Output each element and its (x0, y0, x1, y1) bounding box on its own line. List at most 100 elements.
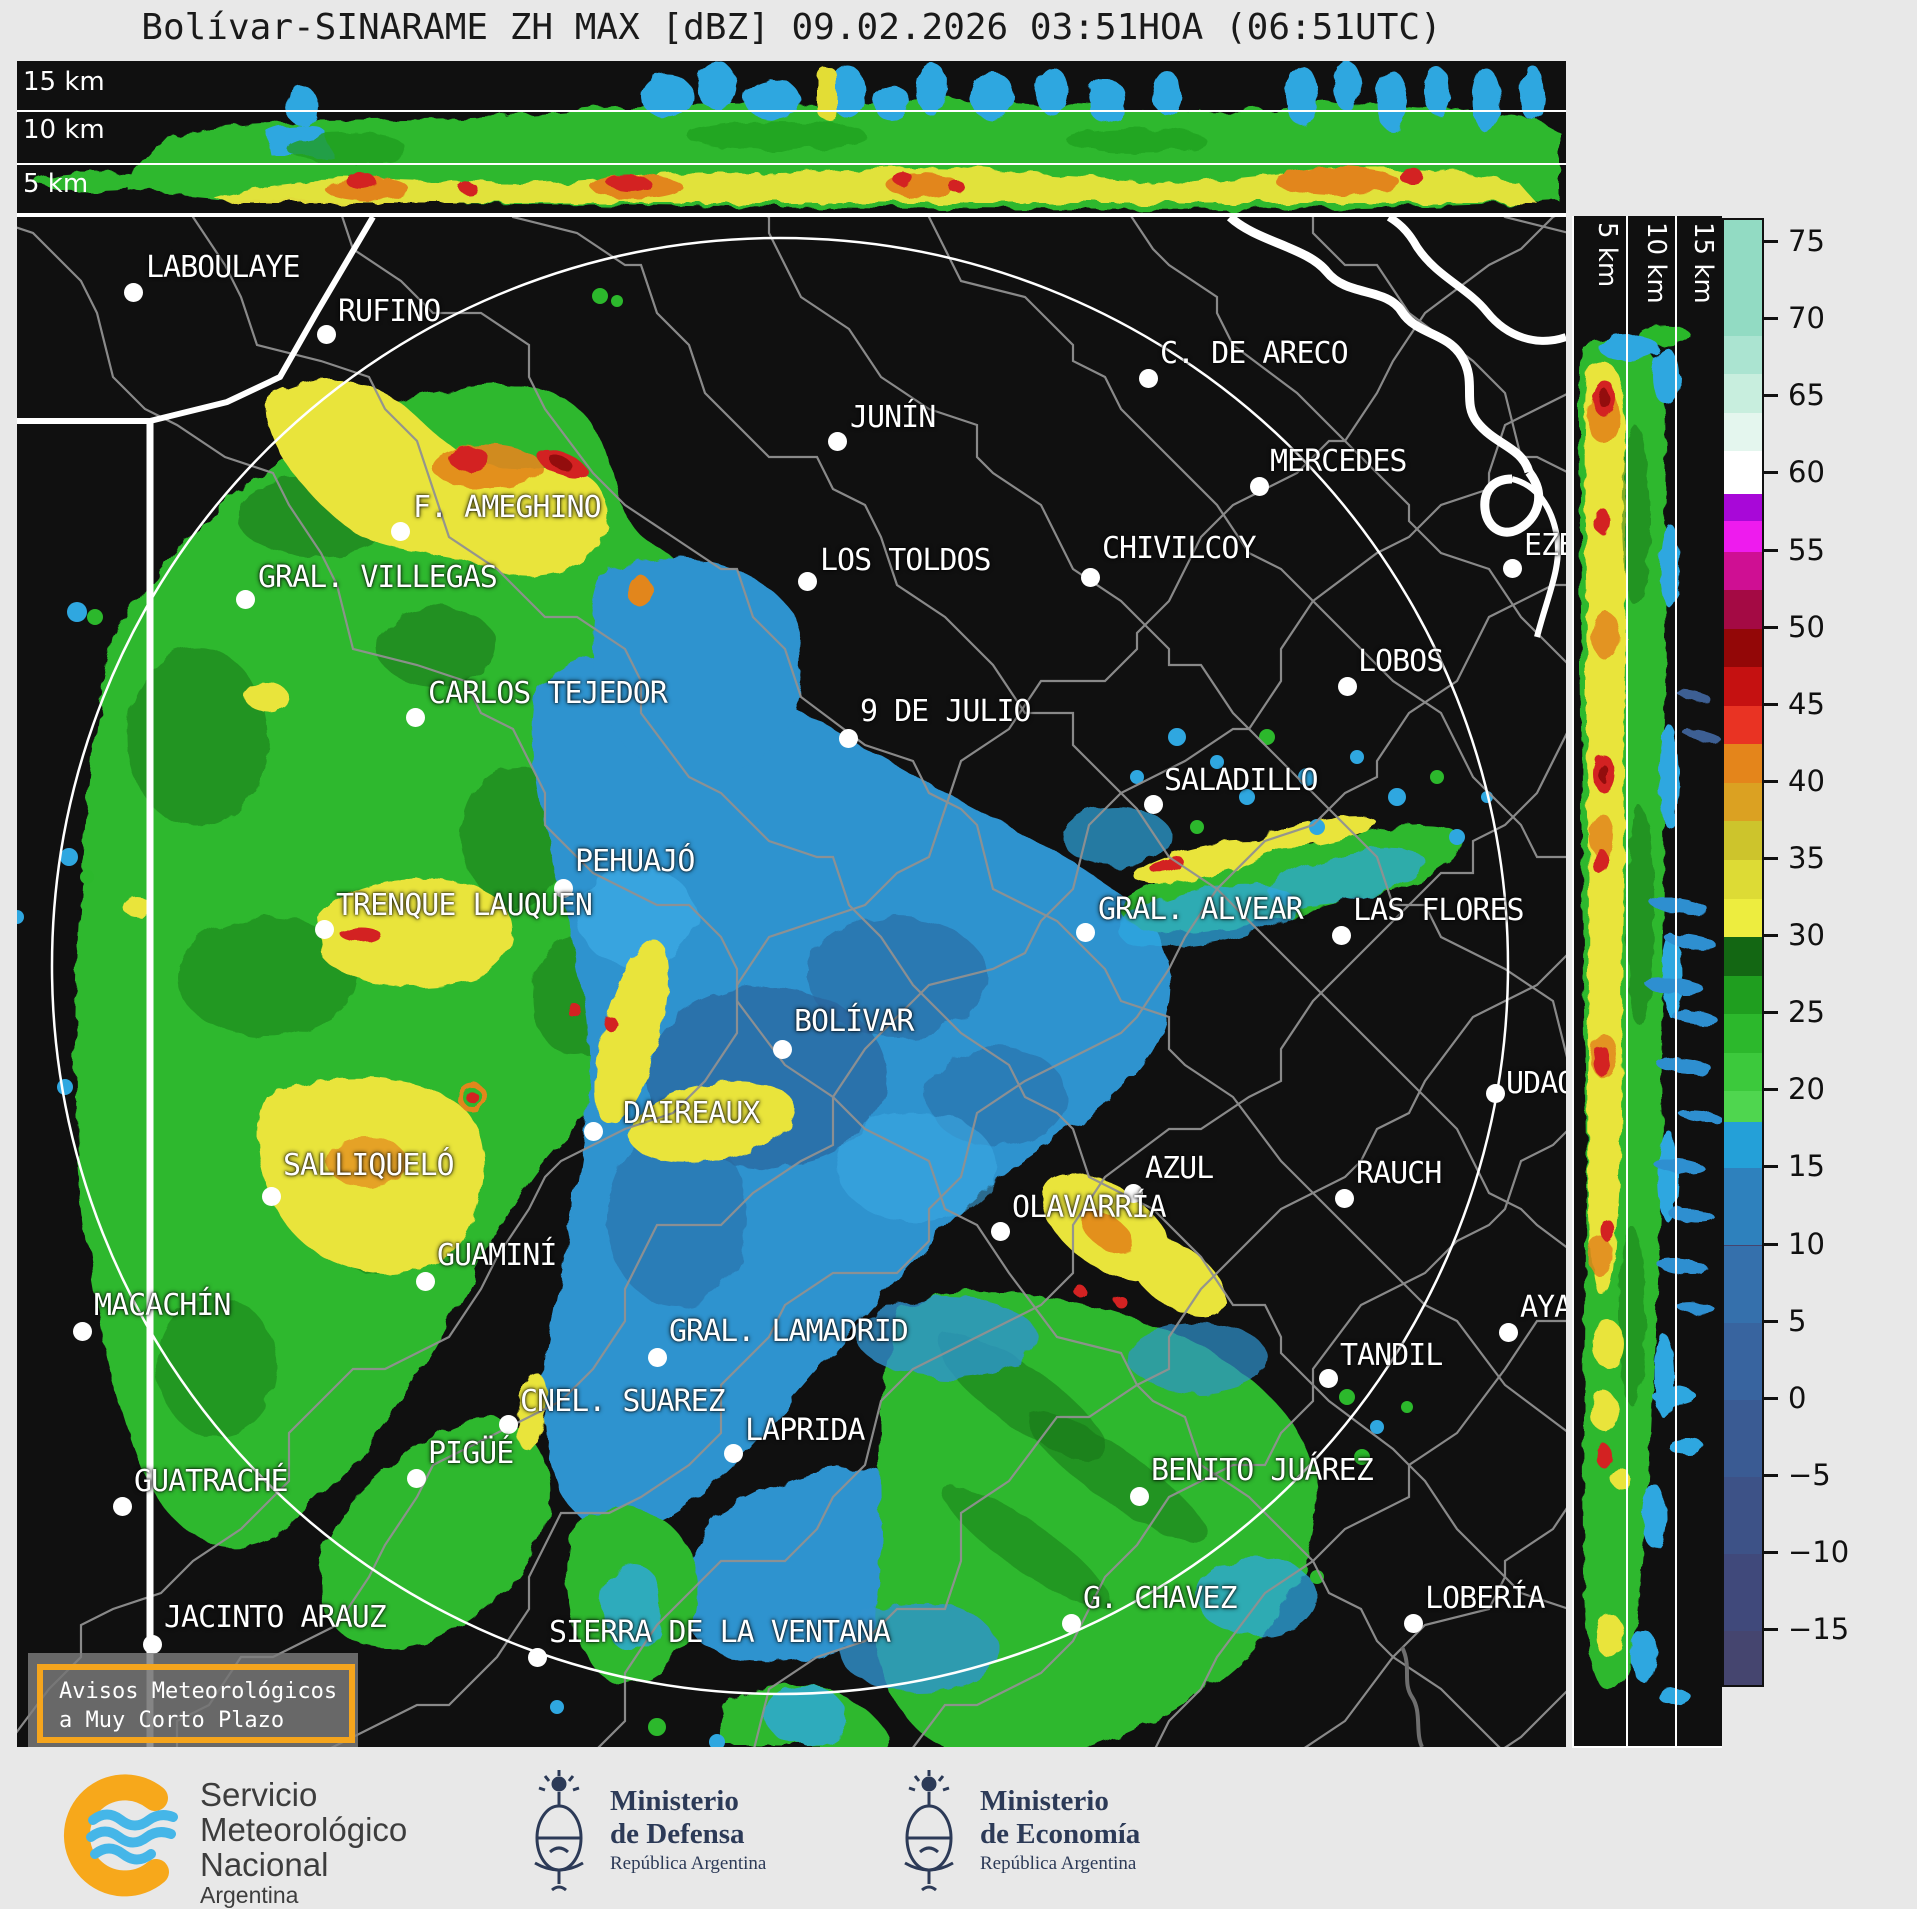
city-label: CARLOS TEJEDOR (428, 676, 668, 711)
city-label: RUFINO (338, 294, 441, 329)
city-marker (1076, 923, 1095, 942)
colorbar-segment (1724, 520, 1762, 552)
boundary-line (597, 732, 1566, 1747)
colorbar-tick (1764, 1088, 1778, 1092)
smn-name: Servicio Meteorológico Nacional Argentin… (200, 1777, 407, 1908)
city-marker (1250, 477, 1269, 496)
city-label: BOLÍVAR (794, 1004, 914, 1039)
colorbar-segment (1724, 859, 1762, 899)
colorbar-segment (1724, 412, 1762, 452)
city-layer: LABOULAYE RUFINO C. DE ARECO JUNÍN MERCEDES C… (17, 217, 1566, 1747)
economia-line3: República Argentina (980, 1853, 1137, 1874)
colorbar-tick (1764, 1319, 1778, 1323)
city-marker (1486, 1084, 1505, 1103)
colorbar-tick-label: 30 (1788, 918, 1825, 953)
city-label: JACINTO ARAUZ (164, 1600, 387, 1635)
defensa-name: Ministerio de Defensa República Argentin… (610, 1785, 766, 1877)
city-marker (991, 1222, 1010, 1241)
city-label: SIERRA DE LA VENTANA (549, 1615, 891, 1650)
colorbar-tick-label: 75 (1788, 224, 1825, 259)
city-marker (1319, 1369, 1338, 1388)
city-marker (554, 879, 573, 898)
river-south (1400, 1646, 1424, 1747)
city-label: SALADILLO (1164, 763, 1319, 798)
colorbar-tick (1764, 1628, 1778, 1632)
range-ring-240km (50, 236, 1510, 1696)
boundary-line (766, 217, 1566, 1058)
city-marker (584, 1122, 603, 1141)
height-line-5km-v (1626, 216, 1628, 1746)
warning-overlay-frame[interactable]: Avisos Meteorológicos a Muy Corto Plazo (37, 1664, 355, 1743)
colorbar-tick (1764, 702, 1778, 706)
colorbar-segment (1724, 1245, 1762, 1323)
city-marker (828, 432, 847, 451)
economia-line2: de Economía (980, 1818, 1141, 1850)
city-marker (113, 1497, 132, 1516)
colorbar-tick-label: 0 (1788, 1380, 1807, 1415)
city-label: CNEL. SUAREZ (520, 1384, 726, 1419)
city-label: AYA (1520, 1290, 1566, 1325)
colorbar-segment (1724, 1168, 1762, 1246)
colorbar-tick (1764, 856, 1778, 860)
city-marker (143, 1635, 162, 1654)
colorbar-segment (1724, 335, 1762, 375)
city-marker (1062, 1614, 1081, 1633)
colorbar-tick-label: 65 (1788, 378, 1825, 413)
colorbar-tick (1764, 1550, 1778, 1554)
page-title: Bolívar-SINARAME ZH MAX [dBZ] 09.02.2026… (141, 7, 1442, 48)
city-label: LOS TOLDOS (820, 543, 992, 578)
city-label: UDAQ (1506, 1066, 1566, 1101)
city-marker (499, 1415, 518, 1434)
colorbar-segment (1724, 1014, 1762, 1053)
city-label: GRAL. ALVEAR (1098, 892, 1304, 927)
colorbar-tick-label: −15 (1788, 1612, 1850, 1647)
colorbar-segment (1724, 451, 1762, 495)
colorbar-tick (1764, 1011, 1778, 1015)
city-marker (317, 325, 336, 344)
ns-cross-section-panel: 5 km 10 km 15 km (1572, 216, 1722, 1748)
colorbar-segment (1724, 1399, 1762, 1477)
colorbar-tick-label: 5 (1788, 1303, 1807, 1338)
city-marker (798, 572, 817, 591)
colorbar-tick (1764, 548, 1778, 552)
city-marker (773, 1040, 792, 1059)
colorbar-segment (1724, 494, 1762, 521)
city-label: F. AMEGHINO (413, 490, 602, 525)
radar-ppi-map: LABOULAYE RUFINO C. DE ARECO JUNÍN MERCEDES C… (17, 216, 1566, 1747)
city-label: AZUL (1145, 1151, 1214, 1186)
ns-cross-section-echoes (1579, 326, 1722, 1704)
city-marker (1124, 1184, 1143, 1203)
boundary-line (1130, 217, 1566, 664)
smn-logo (63, 1774, 178, 1897)
city-label: PEHUAJÓ (575, 844, 695, 879)
defensa-line3: República Argentina (610, 1853, 767, 1874)
ns-height-label-15km: 15 km (1688, 222, 1718, 304)
colorbar-tick (1764, 394, 1778, 398)
city-marker (124, 283, 143, 302)
colorbar-tick-label: 10 (1788, 1226, 1825, 1261)
colorbar-tick (1764, 1242, 1778, 1246)
city-label: OLAVARRÍA (1012, 1190, 1167, 1225)
boundary-line (17, 226, 1501, 1747)
colorbar-segment (1724, 1631, 1762, 1685)
city-label: TRENQUE LAUQUEN (336, 888, 593, 923)
city-label: LAPRIDA (745, 1413, 865, 1448)
colorbar-tick-label: 70 (1788, 301, 1825, 336)
colorbar-segment (1724, 220, 1762, 336)
city-marker (416, 1272, 435, 1291)
boundary-line (1154, 1319, 1566, 1747)
city-label: C. DE ARECO (1160, 336, 1349, 371)
boundary-line (17, 217, 1556, 1734)
smn-line4: Argentina (200, 1882, 299, 1908)
city-marker (391, 522, 410, 541)
ew-height-label-10km: 10 km (23, 115, 105, 145)
colorbar-segment (1724, 1322, 1762, 1400)
boundary-line (753, 954, 1566, 1747)
defensa-line2: de Defensa (610, 1818, 745, 1850)
city-marker (73, 1322, 92, 1341)
colorbar-tick-label: 20 (1788, 1072, 1825, 1107)
warning-overlay[interactable]: Avisos Meteorológicos a Muy Corto Plazo (28, 1653, 358, 1747)
city-label: GRAL. VILLEGAS (258, 560, 498, 595)
colorbar-segment (1724, 937, 1762, 976)
city-marker (236, 590, 255, 609)
